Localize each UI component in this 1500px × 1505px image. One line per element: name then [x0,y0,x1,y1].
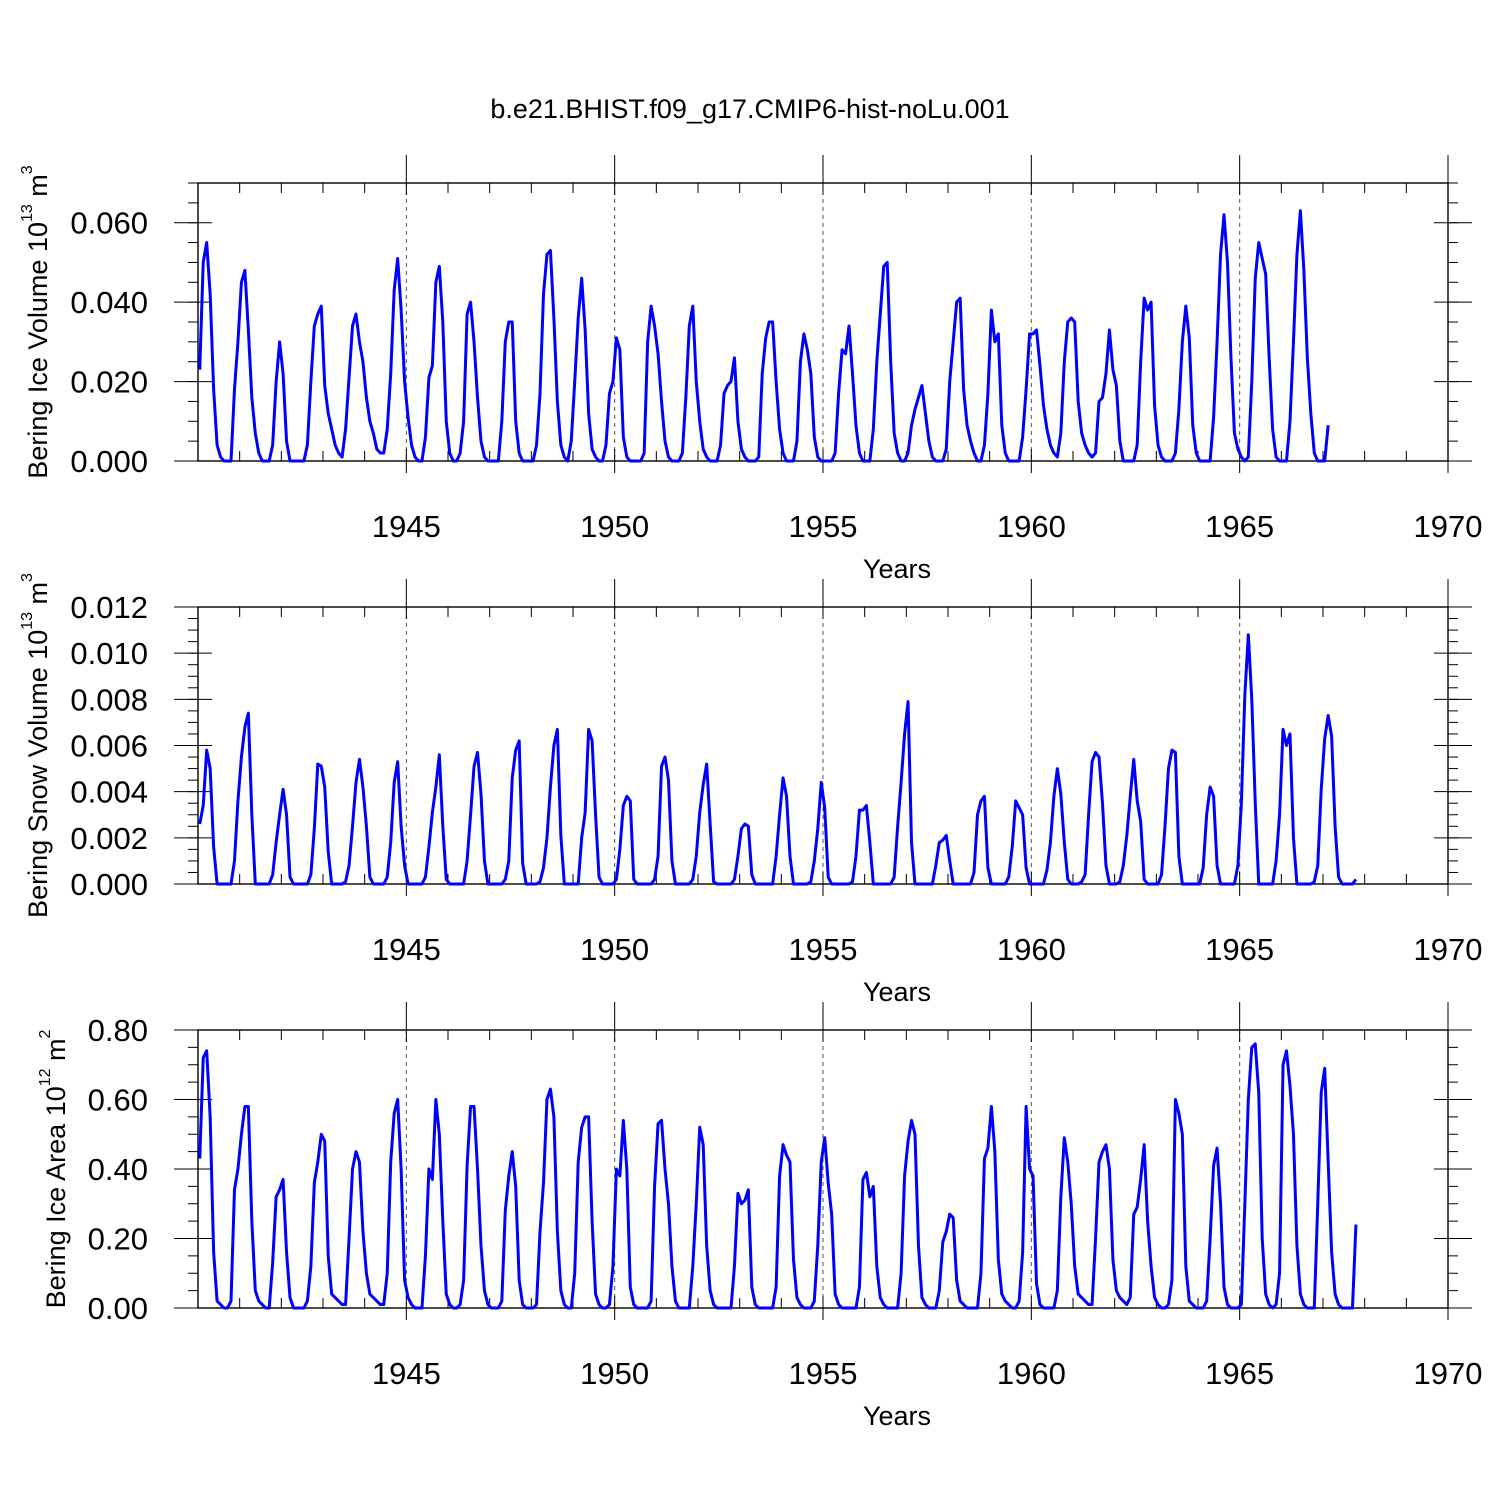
y-tick-label-0.000: 0.000 [70,867,148,902]
x-tick-label-1950: 1950 [580,509,649,544]
panel-ice-area: 1945 1950 1955 1960 1965 1970 0.00 0.20 0.40 0.60… [37,1002,1482,1431]
y-axis-label: Bering Snow Volume 1013 m3 [19,573,53,918]
y-tick-label-0.040: 0.040 [70,285,148,320]
plot-frame [197,1029,1449,1309]
panel-snow-volume: 1945 1950 1955 1960 1965 1970 0.000 0.002 0.004 0… [19,573,1482,1007]
x-tick-label-1955: 1955 [789,932,858,967]
y-label-unit-exponent: 3 [19,165,36,174]
y-label-unit: m [23,582,53,612]
x-tick-label-1970: 1970 [1414,509,1483,544]
y-label-exponent: 12 [37,1068,54,1086]
y-tick-label-0.00: 0.00 [88,1291,148,1326]
y-label-text: Bering Ice Area 10 [41,1086,71,1308]
panels-container: 1945 1950 1955 1960 1965 1970 0.000 0.020 0.040 0… [19,155,1482,1431]
y-tick-label-0.008: 0.008 [70,682,148,717]
y-axis-label: Bering Ice Area 1012 m2 [37,1029,71,1308]
plot-frame [197,606,1449,885]
x-tick-label-1965: 1965 [1205,1356,1274,1391]
series-line-snow-volume [198,633,1358,886]
series-line-ice-volume [198,209,1330,463]
x-tick-label-1960: 1960 [997,932,1066,967]
y-tick-label-0.010: 0.010 [70,636,148,671]
x-tick-label-1960: 1960 [997,1356,1066,1391]
x-tick-label-1945: 1945 [372,509,441,544]
x-tick-label-1955: 1955 [789,509,858,544]
y-tick-label-0.40: 0.40 [88,1152,148,1187]
y-label-unit-exponent: 2 [37,1029,54,1038]
y-label-unit-exponent: 3 [19,573,36,582]
x-axis-label: Years [863,1401,931,1431]
x-tick-label-1960: 1960 [997,509,1066,544]
y-label-exponent: 13 [19,204,36,222]
x-tick-label-1965: 1965 [1205,509,1274,544]
x-tick-label-1950: 1950 [580,932,649,967]
y-tick-label-0.000: 0.000 [70,444,148,479]
x-tick-label-1945: 1945 [372,1356,441,1391]
figure-title: b.e21.BHIST.f09_g17.CMIP6-hist-noLu.001 [490,94,1009,124]
y-tick-label-0.020: 0.020 [70,365,148,400]
y-label-unit: m [41,1038,71,1068]
y-tick-label-0.012: 0.012 [70,590,148,625]
y-axis-label: Bering Ice Volume 1013 m3 [19,165,53,478]
y-tick-label-0.20: 0.20 [88,1222,148,1257]
series-line-ice-area [198,1042,1358,1310]
x-tick-label-1945: 1945 [372,932,441,967]
y-label-text: Bering Ice Volume 10 [23,222,53,479]
y-tick-label-0.006: 0.006 [70,729,148,764]
y-tick-label-0.80: 0.80 [88,1013,148,1048]
x-tick-label-1955: 1955 [789,1356,858,1391]
y-label-exponent: 13 [19,612,36,630]
y-tick-label-0.060: 0.060 [70,206,148,241]
y-tick-label-0.60: 0.60 [88,1083,148,1118]
panel-ice-volume: 1945 1950 1955 1960 1965 1970 0.000 0.020 0.040 0… [19,155,1482,584]
x-tick-label-1965: 1965 [1205,932,1274,967]
x-axis-label: Years [863,977,931,1007]
y-tick-label-0.002: 0.002 [70,821,148,856]
x-axis-label: Years [863,554,931,584]
y-label-text: Bering Snow Volume 10 [23,630,53,918]
x-tick-label-1950: 1950 [580,1356,649,1391]
x-tick-label-1970: 1970 [1414,932,1483,967]
x-tick-label-1970: 1970 [1414,1356,1483,1391]
y-tick-label-0.004: 0.004 [70,775,148,810]
y-label-unit: m [23,174,53,204]
